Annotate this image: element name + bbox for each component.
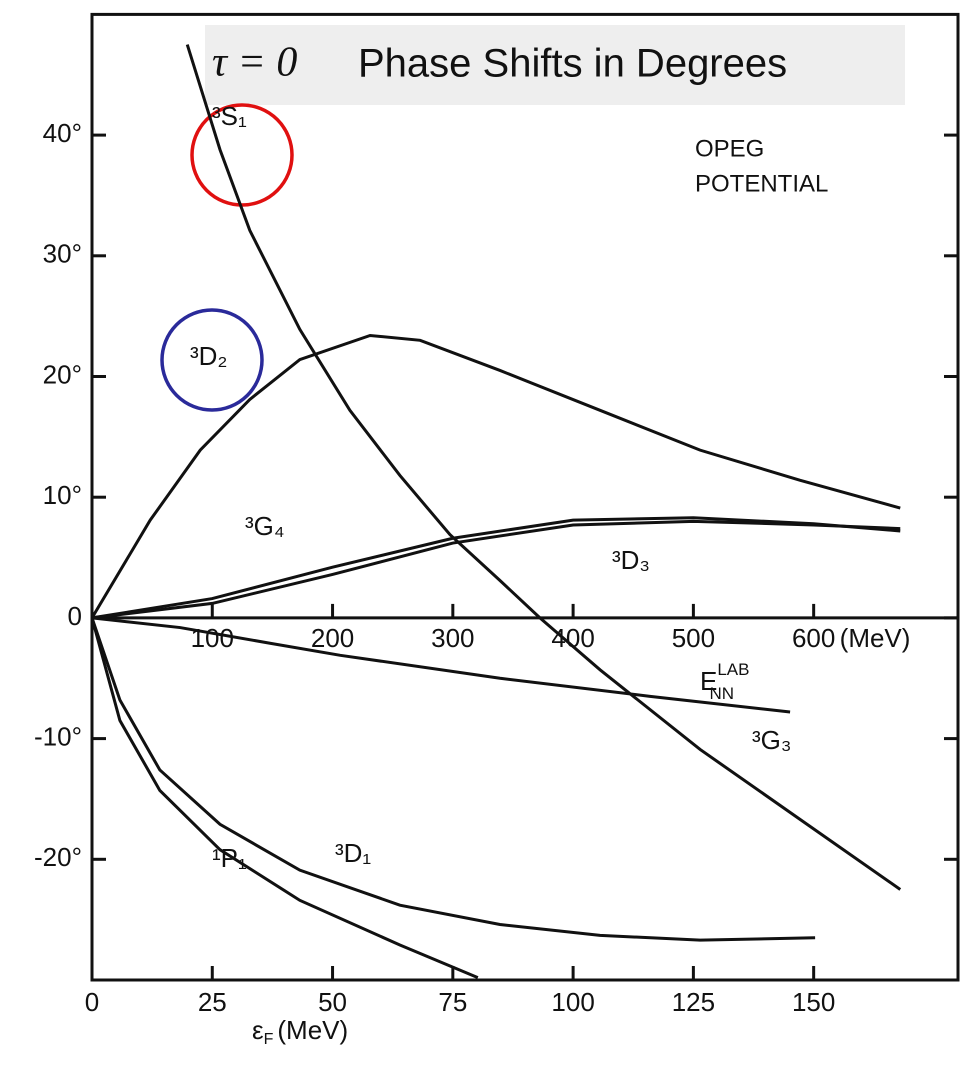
series-line	[185, 44, 902, 891]
x2-unit: (MeV)	[840, 623, 911, 653]
y-tick-label: 30°	[43, 239, 82, 269]
series-label: ³D₃	[612, 545, 650, 575]
x2-tick-label: 300	[431, 623, 474, 653]
series-line	[90, 333, 901, 619]
x-tick-label: 0	[85, 987, 99, 1017]
x-tick-label: 75	[438, 987, 467, 1017]
y-tick-label: 40°	[43, 118, 82, 148]
series-label: ³S₁	[212, 101, 247, 131]
series-line	[90, 617, 479, 979]
x2-axis-label: ELAB NN	[700, 660, 749, 703]
x-tick-label: 100	[551, 987, 594, 1017]
x-tick-label: 25	[198, 987, 227, 1017]
x-tick-label: 50	[318, 987, 347, 1017]
series-line	[91, 616, 791, 714]
x2-tick-label: 200	[311, 623, 354, 653]
title-box	[205, 25, 905, 105]
x2-tick-label: 500	[672, 623, 715, 653]
chart-title-math: τ = 0	[212, 40, 297, 86]
x-axis-label: εF (MeV)	[252, 1015, 348, 1048]
highlight-circle	[160, 308, 264, 412]
y-tick-label: 10°	[43, 480, 82, 510]
plot-frame	[90, 12, 960, 982]
series-label: ³D₁	[335, 838, 371, 868]
y-tick-label: 0	[68, 601, 82, 631]
series-line	[91, 519, 901, 620]
y-tick-label: -20°	[34, 842, 82, 872]
series-line	[91, 516, 901, 620]
annotation: OPEG	[695, 135, 764, 162]
x2-tick-label: 100	[191, 623, 234, 653]
annotation: POTENTIAL	[695, 170, 828, 197]
series-label: ³D₂	[190, 341, 228, 371]
series-line	[90, 617, 816, 942]
x2-tick-label: 600	[792, 623, 835, 653]
series-label: ¹P₁	[212, 843, 247, 873]
x-tick-label: 150	[792, 987, 835, 1017]
series-label: ³G₄	[245, 511, 285, 541]
x-tick-label: 125	[672, 987, 715, 1017]
y-tick-label: 20°	[43, 359, 82, 389]
chart-title: Phase Shifts in Degrees	[358, 42, 787, 86]
series-label: ³G₃	[752, 725, 791, 755]
y-tick-label: -10°	[34, 721, 82, 751]
